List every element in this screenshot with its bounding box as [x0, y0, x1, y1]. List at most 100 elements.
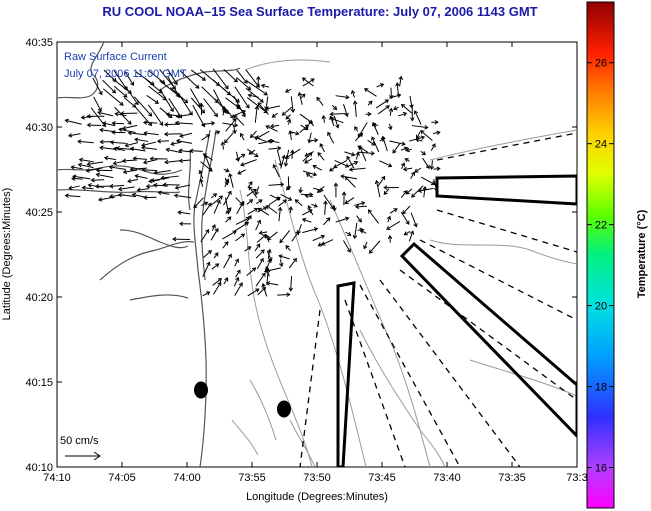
current-vector	[213, 281, 222, 295]
current-vector	[111, 130, 126, 135]
x-tick-label: 74:05	[108, 472, 136, 484]
y-tick-label: 40:10	[25, 462, 53, 474]
current-vector	[177, 210, 191, 215]
current-vector	[272, 163, 280, 178]
current-vector	[335, 216, 350, 223]
current-vector	[265, 281, 279, 286]
current-vector	[297, 91, 303, 105]
current-vector	[266, 258, 272, 269]
current-vector	[103, 155, 116, 161]
current-vector	[348, 167, 366, 172]
current-vector	[235, 269, 241, 278]
current-vector	[255, 219, 262, 231]
current-vector	[202, 291, 211, 297]
current-vector	[244, 246, 252, 252]
current-vector	[288, 206, 294, 214]
current-vector	[430, 143, 436, 151]
current-vector	[111, 120, 124, 126]
current-vector	[277, 292, 291, 297]
current-vector	[201, 134, 211, 141]
x-tick-label: 73:50	[303, 472, 331, 484]
current-vector	[117, 192, 137, 198]
current-vector	[277, 206, 283, 222]
current-vector	[422, 186, 428, 198]
current-vector	[95, 168, 113, 173]
current-vector	[235, 233, 246, 242]
current-vector	[298, 186, 303, 194]
current-vector	[179, 70, 200, 89]
current-vector	[327, 131, 335, 144]
current-vector	[256, 75, 261, 87]
current-vector	[363, 88, 377, 97]
x-tick-label: 74:10	[43, 472, 71, 484]
current-vector	[240, 159, 257, 167]
current-vector	[329, 167, 335, 172]
current-vector	[305, 173, 313, 179]
current-vector	[102, 88, 124, 106]
current-vector	[213, 252, 219, 259]
current-vector	[386, 221, 401, 230]
current-vector	[78, 157, 94, 163]
map-title: RU COOL NOAA–15 Sea Surface Temperature:…	[102, 4, 538, 19]
current-vector	[68, 185, 80, 191]
colorbar-tick-label: 24	[595, 139, 607, 151]
current-vector	[223, 168, 230, 173]
current-vector	[99, 139, 113, 145]
current-vector	[321, 114, 327, 123]
current-vector	[431, 119, 439, 125]
current-vector	[210, 227, 219, 241]
current-vector	[312, 164, 323, 171]
current-vector	[388, 123, 393, 131]
current-vector	[260, 83, 270, 89]
current-vector	[279, 259, 284, 268]
current-vector	[271, 112, 278, 118]
current-vector	[368, 240, 381, 254]
current-vector	[257, 207, 270, 216]
current-vector	[288, 276, 294, 292]
current-vector	[190, 97, 206, 114]
current-vector	[200, 228, 210, 243]
current-vector	[290, 96, 296, 113]
current-vector	[127, 178, 139, 184]
current-vector	[142, 120, 158, 125]
current-vector	[190, 69, 206, 81]
current-vector	[278, 199, 287, 207]
current-vector	[333, 159, 348, 169]
current-vector	[321, 239, 334, 246]
current-vector	[86, 161, 104, 167]
current-vector	[411, 185, 424, 198]
current-vector	[420, 176, 436, 186]
current-vector	[392, 143, 401, 154]
x-axis-label: Longitude (Degrees:Minutes)	[246, 491, 388, 503]
x-axis: 74:10 74:05 74:00 73:55 73:50 73:45 73:40 73:35…	[43, 42, 588, 484]
current-vector	[302, 209, 313, 216]
current-vector	[156, 138, 170, 144]
current-vector	[234, 86, 250, 109]
current-vector	[420, 150, 426, 156]
current-vector	[281, 106, 293, 116]
current-vector	[222, 230, 237, 240]
current-vector	[268, 196, 281, 206]
current-vector	[400, 190, 408, 198]
current-vector	[319, 143, 326, 153]
current-vector	[280, 154, 286, 169]
current-vector	[429, 160, 435, 171]
current-vector	[200, 161, 213, 172]
current-vector	[389, 140, 406, 147]
current-vector	[148, 178, 160, 184]
current-vector	[408, 230, 415, 242]
current-vector	[316, 186, 325, 194]
current-vector	[249, 130, 257, 139]
current-vector	[81, 185, 94, 191]
x-tick-label: 73:45	[368, 472, 396, 484]
current-vector	[323, 200, 328, 215]
current-vector	[307, 205, 314, 216]
current-vector	[308, 120, 315, 127]
current-vector	[268, 182, 285, 187]
colorbar-tick-label: 26	[595, 58, 607, 70]
current-vector	[367, 209, 380, 224]
current-vector	[411, 124, 429, 130]
current-vector	[245, 87, 264, 103]
current-vector	[90, 177, 105, 183]
